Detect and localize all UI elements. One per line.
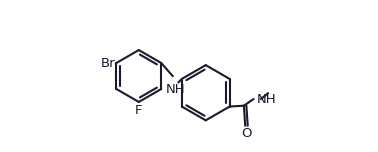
Text: O: O bbox=[241, 128, 252, 140]
Text: NH: NH bbox=[166, 83, 186, 96]
Text: NH: NH bbox=[256, 93, 276, 105]
Text: F: F bbox=[135, 104, 143, 117]
Text: Br: Br bbox=[101, 57, 115, 69]
